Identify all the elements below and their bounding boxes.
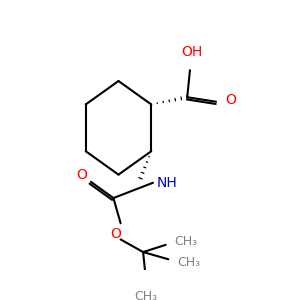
Text: NH: NH <box>157 176 177 190</box>
Text: CH₃: CH₃ <box>134 290 158 300</box>
Text: CH₃: CH₃ <box>175 235 198 248</box>
Text: CH₃: CH₃ <box>177 256 200 269</box>
Text: O: O <box>110 227 121 241</box>
Text: OH: OH <box>181 45 202 59</box>
Text: O: O <box>76 168 87 182</box>
Text: O: O <box>225 93 236 107</box>
